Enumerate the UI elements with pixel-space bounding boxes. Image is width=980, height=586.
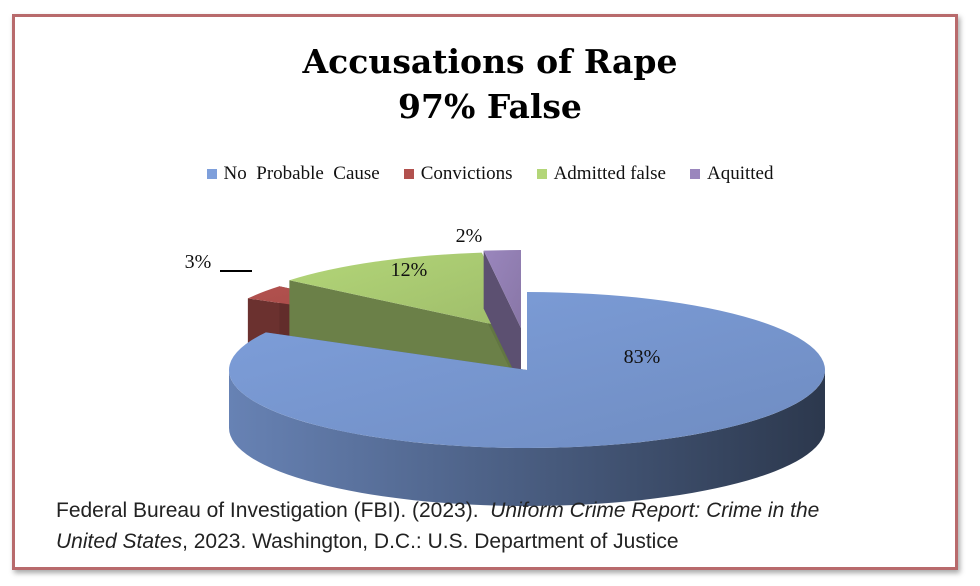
legend-swatch xyxy=(689,169,700,179)
legend-label: Aquitted xyxy=(706,163,774,184)
source-part-4: , 2023. Washington, D.C.: U.S. Departmen… xyxy=(182,530,679,553)
source-part-1: Federal Bureau of Investigation (FBI). (… xyxy=(56,499,491,522)
legend-item-aquitted: Aquitted xyxy=(689,163,774,185)
slice-face-start xyxy=(483,250,521,386)
chart-title-line-1: Accusations of Rape xyxy=(302,42,678,81)
legend-label: Convictions xyxy=(420,163,513,184)
data-label-3: 2% xyxy=(456,225,483,247)
legend-item-no-probable-cause: No Probable Cause xyxy=(206,163,380,185)
slice-top xyxy=(483,250,521,328)
pie-slice-3 xyxy=(483,250,521,386)
source-part-2: Uniform Crime Report: Crime in the xyxy=(490,499,820,522)
source-citation-line-2: United States, 2023. Washington, D.C.: U… xyxy=(56,526,936,557)
source-part-3: United States xyxy=(56,530,183,553)
source-citation-line-1: Federal Bureau of Investigation (FBI). (… xyxy=(56,495,936,526)
legend-swatch xyxy=(536,169,547,179)
legend-swatch xyxy=(206,169,217,179)
legend-item-convictions: Convictions xyxy=(403,163,513,185)
chart-legend: No Probable Cause Convictions Admitted f… xyxy=(0,163,980,185)
slice-top xyxy=(228,292,825,448)
pie-slice-0 xyxy=(228,292,825,506)
chart-title-line-2: 97% False xyxy=(398,87,582,126)
legend-label: Admitted false xyxy=(553,163,666,184)
data-label-1: 3% xyxy=(185,251,212,273)
slice-wall xyxy=(229,370,825,506)
legend-item-admitted-false: Admitted false xyxy=(536,163,666,185)
slice-top xyxy=(289,252,519,330)
legend-label: No Probable Cause xyxy=(223,163,380,184)
data-label-0: 83% xyxy=(624,346,661,368)
legend-swatch xyxy=(403,169,414,179)
data-label-2: 12% xyxy=(391,259,428,281)
